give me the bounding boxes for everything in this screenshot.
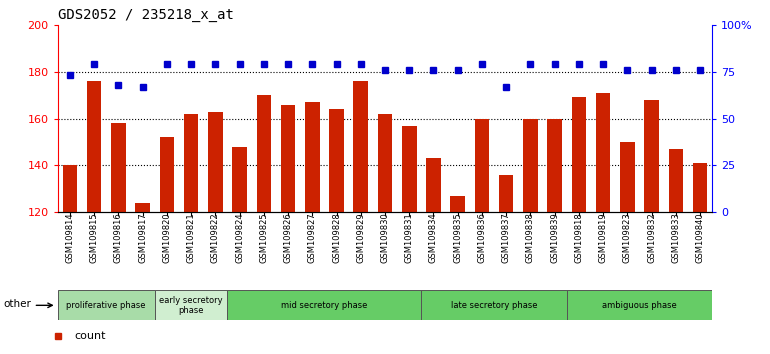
- Bar: [620, 142, 634, 212]
- Bar: [330, 109, 343, 212]
- Bar: [281, 104, 296, 212]
- Bar: [155, 290, 227, 320]
- Text: GSM109821: GSM109821: [186, 212, 196, 263]
- Bar: [87, 81, 102, 212]
- Text: GSM109824: GSM109824: [235, 212, 244, 263]
- Text: GSM109817: GSM109817: [138, 212, 147, 263]
- Bar: [58, 290, 155, 320]
- Bar: [227, 290, 421, 320]
- Bar: [427, 159, 440, 212]
- Text: GSM109818: GSM109818: [574, 212, 584, 263]
- Text: GSM109837: GSM109837: [502, 212, 511, 263]
- Text: GSM109828: GSM109828: [332, 212, 341, 263]
- Text: GSM109826: GSM109826: [283, 212, 293, 263]
- Bar: [159, 137, 174, 212]
- Text: GDS2052 / 235218_x_at: GDS2052 / 235218_x_at: [58, 8, 233, 22]
- Text: GSM109816: GSM109816: [114, 212, 123, 263]
- Bar: [499, 175, 514, 212]
- Text: proliferative phase: proliferative phase: [66, 301, 146, 310]
- Bar: [208, 112, 223, 212]
- Bar: [111, 123, 126, 212]
- Bar: [567, 290, 712, 320]
- Bar: [305, 102, 320, 212]
- Text: GSM109819: GSM109819: [598, 212, 608, 263]
- Text: GSM109822: GSM109822: [211, 212, 219, 263]
- Bar: [353, 81, 368, 212]
- Text: GSM109838: GSM109838: [526, 212, 535, 263]
- Text: other: other: [3, 299, 31, 309]
- Text: GSM109834: GSM109834: [429, 212, 438, 263]
- Bar: [474, 119, 489, 212]
- Bar: [450, 196, 465, 212]
- Bar: [421, 290, 567, 320]
- Text: GSM109815: GSM109815: [89, 212, 99, 263]
- Text: GSM109827: GSM109827: [308, 212, 316, 263]
- Text: GSM109833: GSM109833: [671, 212, 681, 263]
- Text: GSM109836: GSM109836: [477, 212, 487, 263]
- Bar: [571, 97, 586, 212]
- Bar: [668, 149, 683, 212]
- Bar: [596, 93, 611, 212]
- Text: GSM109832: GSM109832: [647, 212, 656, 263]
- Text: GSM109830: GSM109830: [380, 212, 390, 263]
- Text: mid secretory phase: mid secretory phase: [281, 301, 367, 310]
- Bar: [62, 165, 77, 212]
- Text: GSM109814: GSM109814: [65, 212, 75, 263]
- Bar: [402, 126, 417, 212]
- Text: ambiguous phase: ambiguous phase: [602, 301, 677, 310]
- Bar: [523, 119, 537, 212]
- Text: GSM109820: GSM109820: [162, 212, 172, 263]
- Bar: [184, 114, 199, 212]
- Text: GSM109829: GSM109829: [357, 212, 365, 263]
- Bar: [256, 95, 271, 212]
- Bar: [233, 147, 247, 212]
- Text: early secretory
phase: early secretory phase: [159, 296, 223, 315]
- Bar: [693, 163, 708, 212]
- Text: late secretory phase: late secretory phase: [450, 301, 537, 310]
- Text: count: count: [74, 331, 105, 341]
- Text: GSM109835: GSM109835: [454, 212, 462, 263]
- Bar: [136, 203, 150, 212]
- Text: GSM109840: GSM109840: [695, 212, 705, 263]
- Text: GSM109839: GSM109839: [551, 212, 559, 263]
- Bar: [547, 119, 562, 212]
- Bar: [644, 100, 659, 212]
- Bar: [378, 114, 392, 212]
- Text: GSM109831: GSM109831: [405, 212, 413, 263]
- Text: GSM109825: GSM109825: [259, 212, 268, 263]
- Text: GSM109823: GSM109823: [623, 212, 632, 263]
